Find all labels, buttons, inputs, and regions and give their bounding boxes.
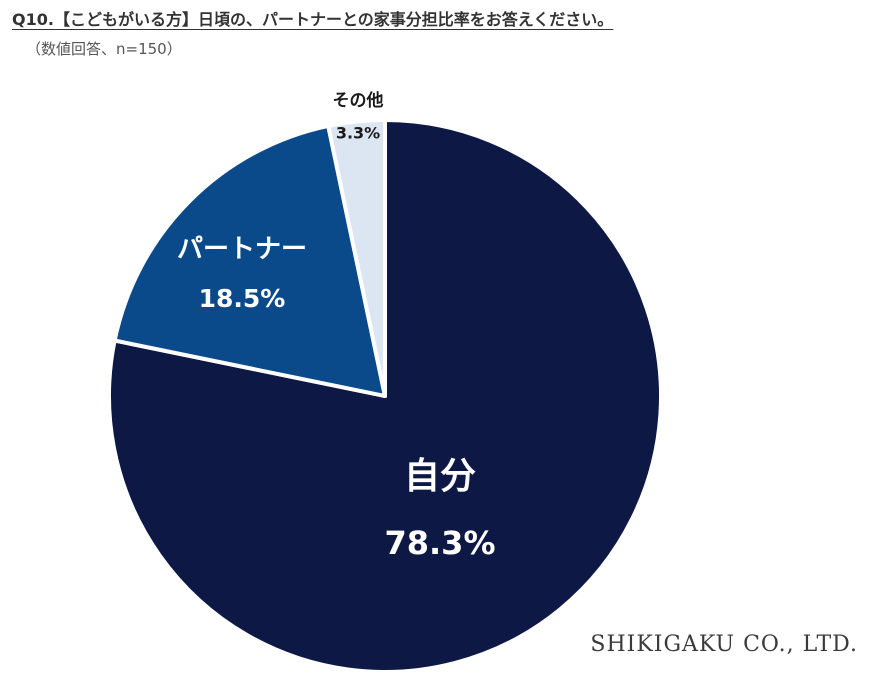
pie-slice-2 <box>112 123 387 398</box>
slice-label-2: パートナー <box>177 235 307 265</box>
slice-label-3: その他 <box>333 90 384 111</box>
chart-subtitle: （数値回答、n=150） <box>26 40 182 58</box>
slice-value-2: 18.5% <box>199 284 286 313</box>
chart-title: Q10.【こどもがいる方】日頃の、パートナーとの家事分担比率をお答えください。 <box>12 10 614 29</box>
pie-slice-1 <box>107 118 663 674</box>
slice-value-3: 3.3% <box>336 124 380 143</box>
pie-slice-3 <box>326 118 387 398</box>
slice-label-1: 自分 <box>404 456 476 497</box>
slice-value-1: 78.3% <box>384 524 495 562</box>
company-credit: SHIKIGAKU CO., LTD. <box>590 632 858 657</box>
